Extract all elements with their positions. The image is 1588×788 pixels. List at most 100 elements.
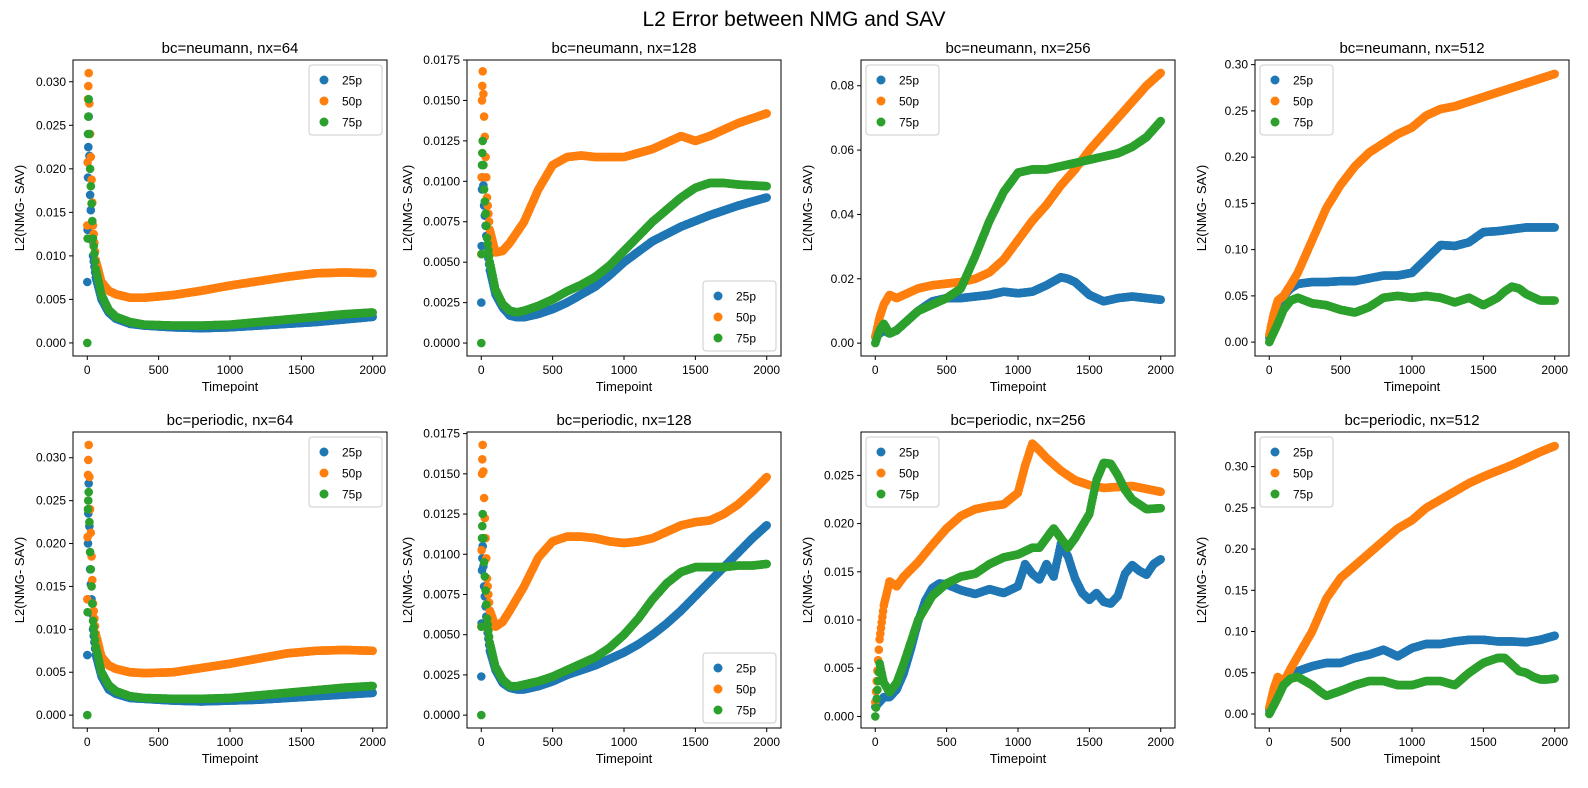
legend-marker bbox=[319, 96, 329, 106]
subplot-5: bc=periodic, nx=640 500 1000 1500 20000.0000… bbox=[12, 412, 388, 766]
data-point bbox=[481, 209, 490, 218]
series-50p bbox=[477, 67, 771, 259]
data-point bbox=[480, 197, 490, 206]
data-point bbox=[479, 185, 489, 194]
data-point bbox=[84, 142, 93, 152]
series-75p bbox=[871, 116, 1165, 348]
x-axis-label: Timepoint bbox=[202, 379, 259, 394]
data-point bbox=[84, 112, 93, 121]
legend-marker bbox=[1270, 117, 1280, 127]
x-tick-label: 2000 bbox=[359, 363, 386, 377]
legend-label: 25p bbox=[736, 290, 756, 304]
x-axis-label: Timepoint bbox=[1384, 379, 1441, 394]
y-tick-label: 0.015 bbox=[36, 205, 66, 219]
y-tick-label: 0.10 bbox=[1225, 243, 1249, 257]
data-point bbox=[478, 67, 488, 76]
legend-marker bbox=[876, 117, 886, 127]
y-tick-label: 0.030 bbox=[36, 75, 66, 89]
data-point bbox=[482, 221, 491, 231]
subplot-title: bc=neumann, nx=64 bbox=[162, 40, 299, 57]
y-tick-label: 0.05 bbox=[1225, 289, 1249, 303]
x-axis-label: Timepoint bbox=[990, 379, 1047, 394]
x-tick-label: 1000 bbox=[1005, 363, 1032, 377]
legend-label: 50p bbox=[899, 95, 919, 109]
x-tick-label: 1500 bbox=[288, 363, 315, 377]
data-point bbox=[1156, 68, 1165, 78]
legend-marker bbox=[319, 117, 329, 127]
data-point bbox=[479, 160, 488, 170]
data-point bbox=[478, 81, 487, 91]
data-point bbox=[87, 199, 96, 208]
x-tick-label: 0 bbox=[478, 363, 485, 377]
y-tick-label: 0.0075 bbox=[423, 215, 460, 229]
x-tick-label: 1000 bbox=[217, 363, 244, 377]
data-point bbox=[88, 234, 98, 243]
x-tick-label: 2000 bbox=[1541, 363, 1568, 377]
data-point bbox=[1550, 223, 1559, 232]
data-point bbox=[762, 193, 771, 202]
data-point bbox=[84, 94, 93, 104]
x-tick-label: 1000 bbox=[1399, 363, 1426, 377]
y-tick-label: 0.00 bbox=[1225, 335, 1249, 349]
legend-label: 25p bbox=[1293, 74, 1313, 88]
data-point bbox=[368, 308, 378, 317]
series-75p bbox=[477, 136, 771, 348]
data-point bbox=[87, 175, 96, 184]
y-tick-label: 0.010 bbox=[36, 249, 66, 263]
legend-marker bbox=[876, 75, 886, 85]
data-point bbox=[477, 249, 486, 259]
y-axis-label: L2(NMG- SAV) bbox=[400, 165, 415, 251]
data-point bbox=[482, 173, 491, 182]
x-tick-label: 1500 bbox=[682, 363, 709, 377]
data-point bbox=[479, 89, 488, 99]
x-tick-label: 500 bbox=[1331, 363, 1351, 377]
data-point bbox=[89, 241, 98, 251]
y-tick-label: 0.25 bbox=[1225, 104, 1249, 118]
legend-label: 50p bbox=[736, 311, 756, 325]
subplot-1: bc=neumann, nx=640 500 1000 1500 20000.0000.… bbox=[12, 40, 388, 394]
x-axis-label: Timepoint bbox=[596, 379, 653, 394]
subplot-title: bc=neumann, nx=256 bbox=[945, 40, 1090, 57]
data-point bbox=[86, 152, 96, 162]
x-tick-label: 0 bbox=[1266, 363, 1273, 377]
y-tick-label: 0.000 bbox=[36, 336, 66, 350]
subplot-title: bc=neumann, nx=512 bbox=[1339, 40, 1484, 57]
legend-label: 75p bbox=[1293, 116, 1313, 130]
legend-label: 25p bbox=[342, 74, 362, 88]
plot-area bbox=[83, 440, 378, 720]
y-tick-label: 0.06 bbox=[831, 143, 855, 157]
data-point bbox=[83, 650, 92, 660]
legend-marker bbox=[876, 96, 886, 106]
series-50p bbox=[1265, 69, 1559, 340]
y-tick-label: 0.0125 bbox=[423, 134, 460, 148]
legend-marker bbox=[319, 75, 329, 85]
data-point bbox=[477, 298, 486, 307]
data-point bbox=[1156, 116, 1165, 126]
y-tick-label: 0.0150 bbox=[423, 93, 460, 107]
data-point bbox=[477, 338, 486, 348]
y-tick-label: 0.08 bbox=[831, 79, 855, 93]
x-tick-label: 0 bbox=[872, 363, 879, 377]
data-point bbox=[1550, 69, 1559, 79]
data-point bbox=[90, 257, 100, 266]
x-tick-label: 500 bbox=[937, 363, 957, 377]
data-point bbox=[85, 129, 94, 139]
legend-marker bbox=[1270, 75, 1280, 85]
data-point bbox=[84, 68, 93, 78]
y-axis-label: L2(NMG- SAV) bbox=[800, 165, 815, 251]
data-point bbox=[368, 269, 378, 278]
legend-marker bbox=[1270, 96, 1280, 106]
data-point bbox=[83, 338, 92, 348]
data-point bbox=[762, 109, 771, 118]
data-point bbox=[1156, 295, 1165, 305]
legend-marker bbox=[713, 333, 723, 343]
x-tick-label: 1500 bbox=[1076, 363, 1103, 377]
y-tick-label: 0.025 bbox=[36, 118, 66, 132]
data-point bbox=[762, 181, 771, 191]
